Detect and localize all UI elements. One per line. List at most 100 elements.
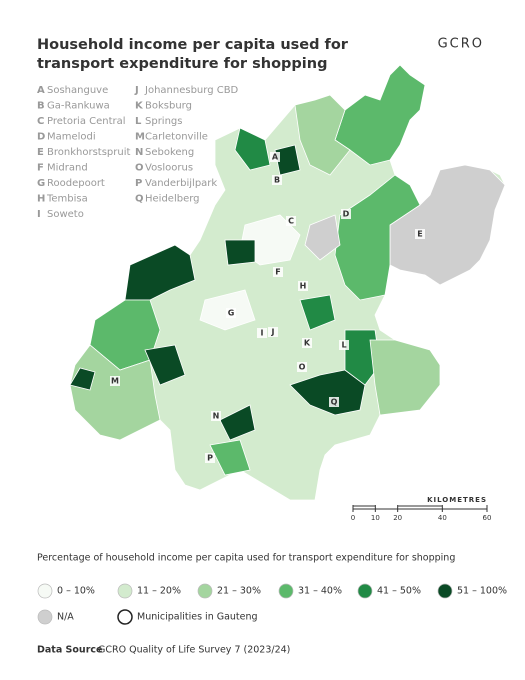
key-letter: L bbox=[135, 116, 142, 127]
map bbox=[69, 64, 506, 501]
source-label: Data Source bbox=[37, 645, 102, 656]
legend-swatch bbox=[117, 609, 133, 625]
key-name: Johannesburg CBD bbox=[144, 85, 239, 96]
map-label-box bbox=[257, 328, 267, 338]
map-label-box bbox=[226, 308, 236, 318]
key-name: Springs bbox=[145, 116, 182, 127]
region bbox=[219, 404, 256, 441]
region bbox=[294, 94, 351, 176]
key-name: Tembisa bbox=[46, 194, 88, 205]
map-label: K bbox=[304, 339, 311, 348]
legend-label: 21 – 30% bbox=[217, 586, 261, 597]
key-letter: B bbox=[37, 101, 45, 112]
key-letter: I bbox=[37, 209, 41, 220]
key-name: Ga-Rankuwa bbox=[47, 101, 110, 112]
key-name: Vosloorus bbox=[145, 163, 193, 174]
region bbox=[369, 339, 441, 416]
map-label-box bbox=[273, 267, 283, 277]
map-label-box bbox=[268, 327, 278, 337]
region bbox=[304, 214, 341, 261]
map-label: G bbox=[228, 309, 235, 318]
map-label: H bbox=[300, 282, 307, 291]
legend-label: 0 – 10% bbox=[57, 586, 95, 597]
map-label: I bbox=[261, 329, 264, 338]
map-label: L bbox=[341, 341, 346, 350]
region bbox=[224, 239, 256, 266]
key-letter: J bbox=[134, 85, 139, 96]
map-label: N bbox=[213, 412, 220, 421]
map-label: F bbox=[275, 268, 280, 277]
key-letter: Q bbox=[135, 194, 144, 205]
map-label: A bbox=[272, 153, 279, 162]
logo: GCRO bbox=[438, 37, 484, 52]
map-label-box bbox=[297, 362, 307, 372]
legend-label: Municipalities in Gauteng bbox=[137, 612, 258, 623]
key-letter: H bbox=[37, 194, 45, 205]
region bbox=[209, 439, 251, 476]
map-label: P bbox=[207, 454, 213, 463]
legend-swatch bbox=[278, 583, 294, 599]
legend-swatch bbox=[197, 583, 213, 599]
key-name: Heidelberg bbox=[145, 194, 200, 205]
region bbox=[234, 127, 271, 171]
key-letter: A bbox=[37, 85, 45, 96]
key-name: Pretoria Central bbox=[47, 116, 126, 127]
scale-tick-label: 20 bbox=[393, 514, 402, 522]
scale-tick-label: 60 bbox=[483, 514, 492, 522]
map-label-box bbox=[298, 281, 308, 291]
map-label: M bbox=[111, 377, 119, 386]
region bbox=[334, 64, 426, 166]
map-label-box bbox=[341, 209, 351, 219]
map-label-box bbox=[329, 397, 339, 407]
source-text: GCRO Quality of Life Survey 7 (2023/24) bbox=[98, 645, 290, 656]
map-label-box bbox=[302, 338, 312, 348]
key-name: Mamelodi bbox=[47, 132, 96, 143]
key-letter: N bbox=[135, 147, 143, 158]
map-label-box bbox=[339, 340, 349, 350]
key-letter: D bbox=[37, 132, 45, 143]
key-letter: E bbox=[37, 147, 44, 158]
map-label-box bbox=[110, 376, 120, 386]
map-label-box bbox=[286, 216, 296, 226]
key-letter: P bbox=[135, 178, 142, 189]
region bbox=[274, 144, 301, 176]
region bbox=[69, 344, 161, 441]
map-label: C bbox=[288, 217, 294, 226]
map-label-box bbox=[270, 152, 280, 162]
legend-title: Percentage of household income per capit… bbox=[37, 553, 455, 564]
region bbox=[144, 344, 186, 386]
scale-label: KILOMETRES bbox=[427, 496, 487, 504]
map-label-box bbox=[272, 175, 282, 185]
map-label: O bbox=[299, 363, 306, 372]
map-label: Q bbox=[331, 398, 338, 407]
key-name: Roodepoort bbox=[47, 178, 105, 189]
map-label: B bbox=[274, 176, 280, 185]
key-name: Carletonville bbox=[145, 132, 208, 143]
region bbox=[389, 164, 506, 286]
legend-swatch bbox=[37, 583, 53, 599]
map-label-box bbox=[205, 453, 215, 463]
key-letter: F bbox=[37, 163, 44, 174]
legend-label: N/A bbox=[57, 612, 74, 623]
map-label-box bbox=[415, 229, 425, 239]
legend-swatch bbox=[437, 583, 453, 599]
legend-label: 51 – 100% bbox=[457, 586, 507, 597]
region bbox=[69, 367, 96, 391]
key-name: Vanderbijlpark bbox=[145, 178, 217, 189]
key-name: Sebokeng bbox=[145, 147, 194, 158]
legend-label: 41 – 50% bbox=[377, 586, 421, 597]
legend-swatch bbox=[117, 583, 133, 599]
region bbox=[334, 174, 421, 301]
key-letter: K bbox=[135, 101, 144, 112]
map-label: D bbox=[343, 210, 350, 219]
scale-tick-label: 0 bbox=[351, 514, 355, 522]
key-name: Boksburg bbox=[145, 101, 192, 112]
region bbox=[289, 369, 366, 416]
map-label: J bbox=[271, 328, 275, 337]
key-name: Soweto bbox=[47, 209, 84, 220]
scale-tick-label: 40 bbox=[438, 514, 447, 522]
region bbox=[299, 294, 336, 331]
key-letter: M bbox=[135, 132, 145, 143]
legend-swatch bbox=[37, 609, 53, 625]
